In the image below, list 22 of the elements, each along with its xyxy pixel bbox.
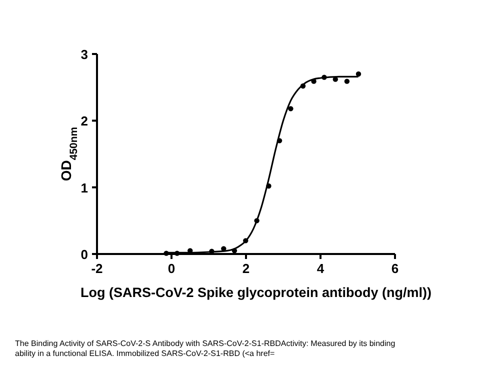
point xyxy=(164,250,169,256)
x-tick-label: 6 xyxy=(391,261,399,276)
x-tick-label: -2 xyxy=(91,261,103,276)
point xyxy=(276,138,282,144)
y-tick-label: 1 xyxy=(80,180,88,196)
point xyxy=(243,238,248,244)
point xyxy=(300,83,306,89)
y-tick-label: 2 xyxy=(80,114,88,129)
x-tick-label: 2 xyxy=(242,261,250,276)
point xyxy=(356,71,362,77)
point xyxy=(322,74,327,80)
point xyxy=(288,106,294,112)
y-tick-label: 3 xyxy=(80,47,88,62)
point xyxy=(254,218,260,224)
point xyxy=(266,183,272,189)
x-axis-title: Log (SARS-CoV-2 Spike glycoprotein antibody (ng/ml)) xyxy=(80,285,432,300)
x-tick-label: 4 xyxy=(316,261,325,276)
text: The Binding Activity of SARS-CoV-2-S Antibody with SARS-CoV-2-S1-RBDActivity: Measured by its binding ability in a functional ELISA. Immobilized SARS-CoV-2-S1-RBD (<a href= xyxy=(15,339,396,358)
x-tick-label: 0 xyxy=(168,261,176,276)
point xyxy=(232,248,238,254)
y-tick-label: 0 xyxy=(80,247,88,262)
point xyxy=(344,78,350,84)
